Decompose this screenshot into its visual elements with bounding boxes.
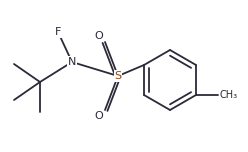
- Text: O: O: [95, 31, 103, 41]
- Text: CH₃: CH₃: [220, 90, 238, 100]
- Text: S: S: [114, 71, 122, 81]
- Text: F: F: [55, 27, 61, 37]
- Text: N: N: [68, 57, 76, 67]
- Text: O: O: [95, 111, 103, 121]
